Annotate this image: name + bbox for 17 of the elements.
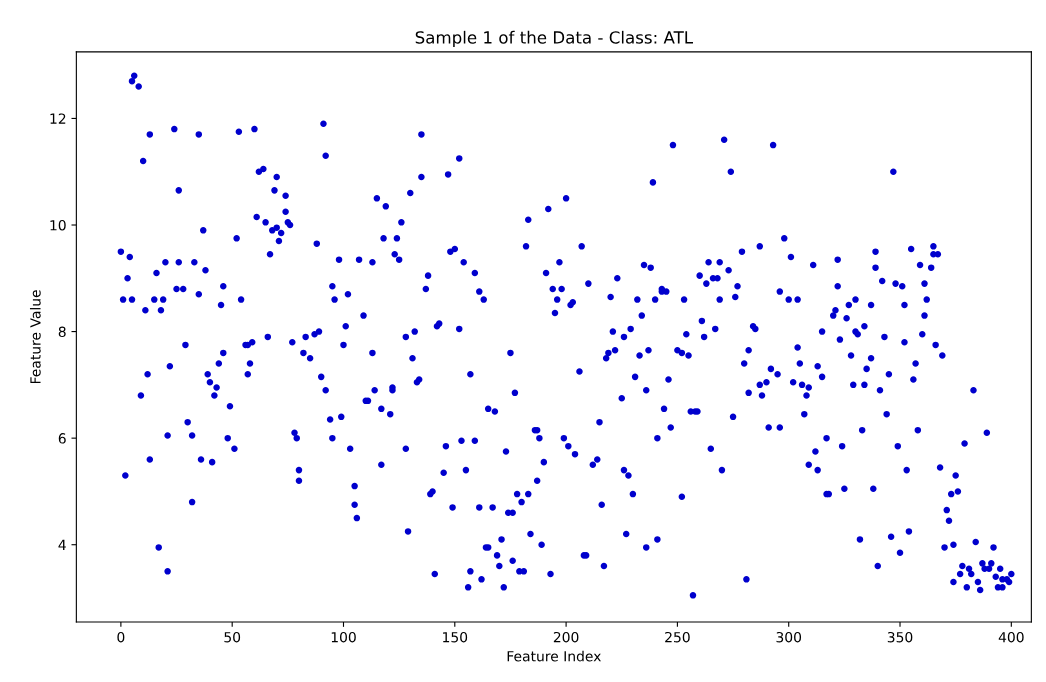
x-tick-label: 100 [331,631,356,643]
x-tick-label: 350 [887,631,913,643]
chart-title: Sample 1 of the Data - Class: ATL [415,30,693,47]
x-tick-label: 300 [776,631,802,643]
y-tick-label: 4 [58,539,66,550]
x-tick-label: 150 [443,631,468,643]
y-tick-label: 8 [58,326,66,338]
x-tick-label: 200 [553,631,579,643]
x-tick-label: 250 [665,631,690,643]
y-tick-label: 10 [50,219,66,231]
y-tick-label: 12 [50,113,66,124]
y-axis-title: Feature Value [29,290,41,384]
x-tick-label: 400 [998,631,1024,643]
x-tick-label: 0 [117,631,125,643]
x-tick-label: 50 [224,631,241,643]
y-tick-label: 6 [58,433,66,444]
x-axis-title: Feature Index [507,650,601,662]
